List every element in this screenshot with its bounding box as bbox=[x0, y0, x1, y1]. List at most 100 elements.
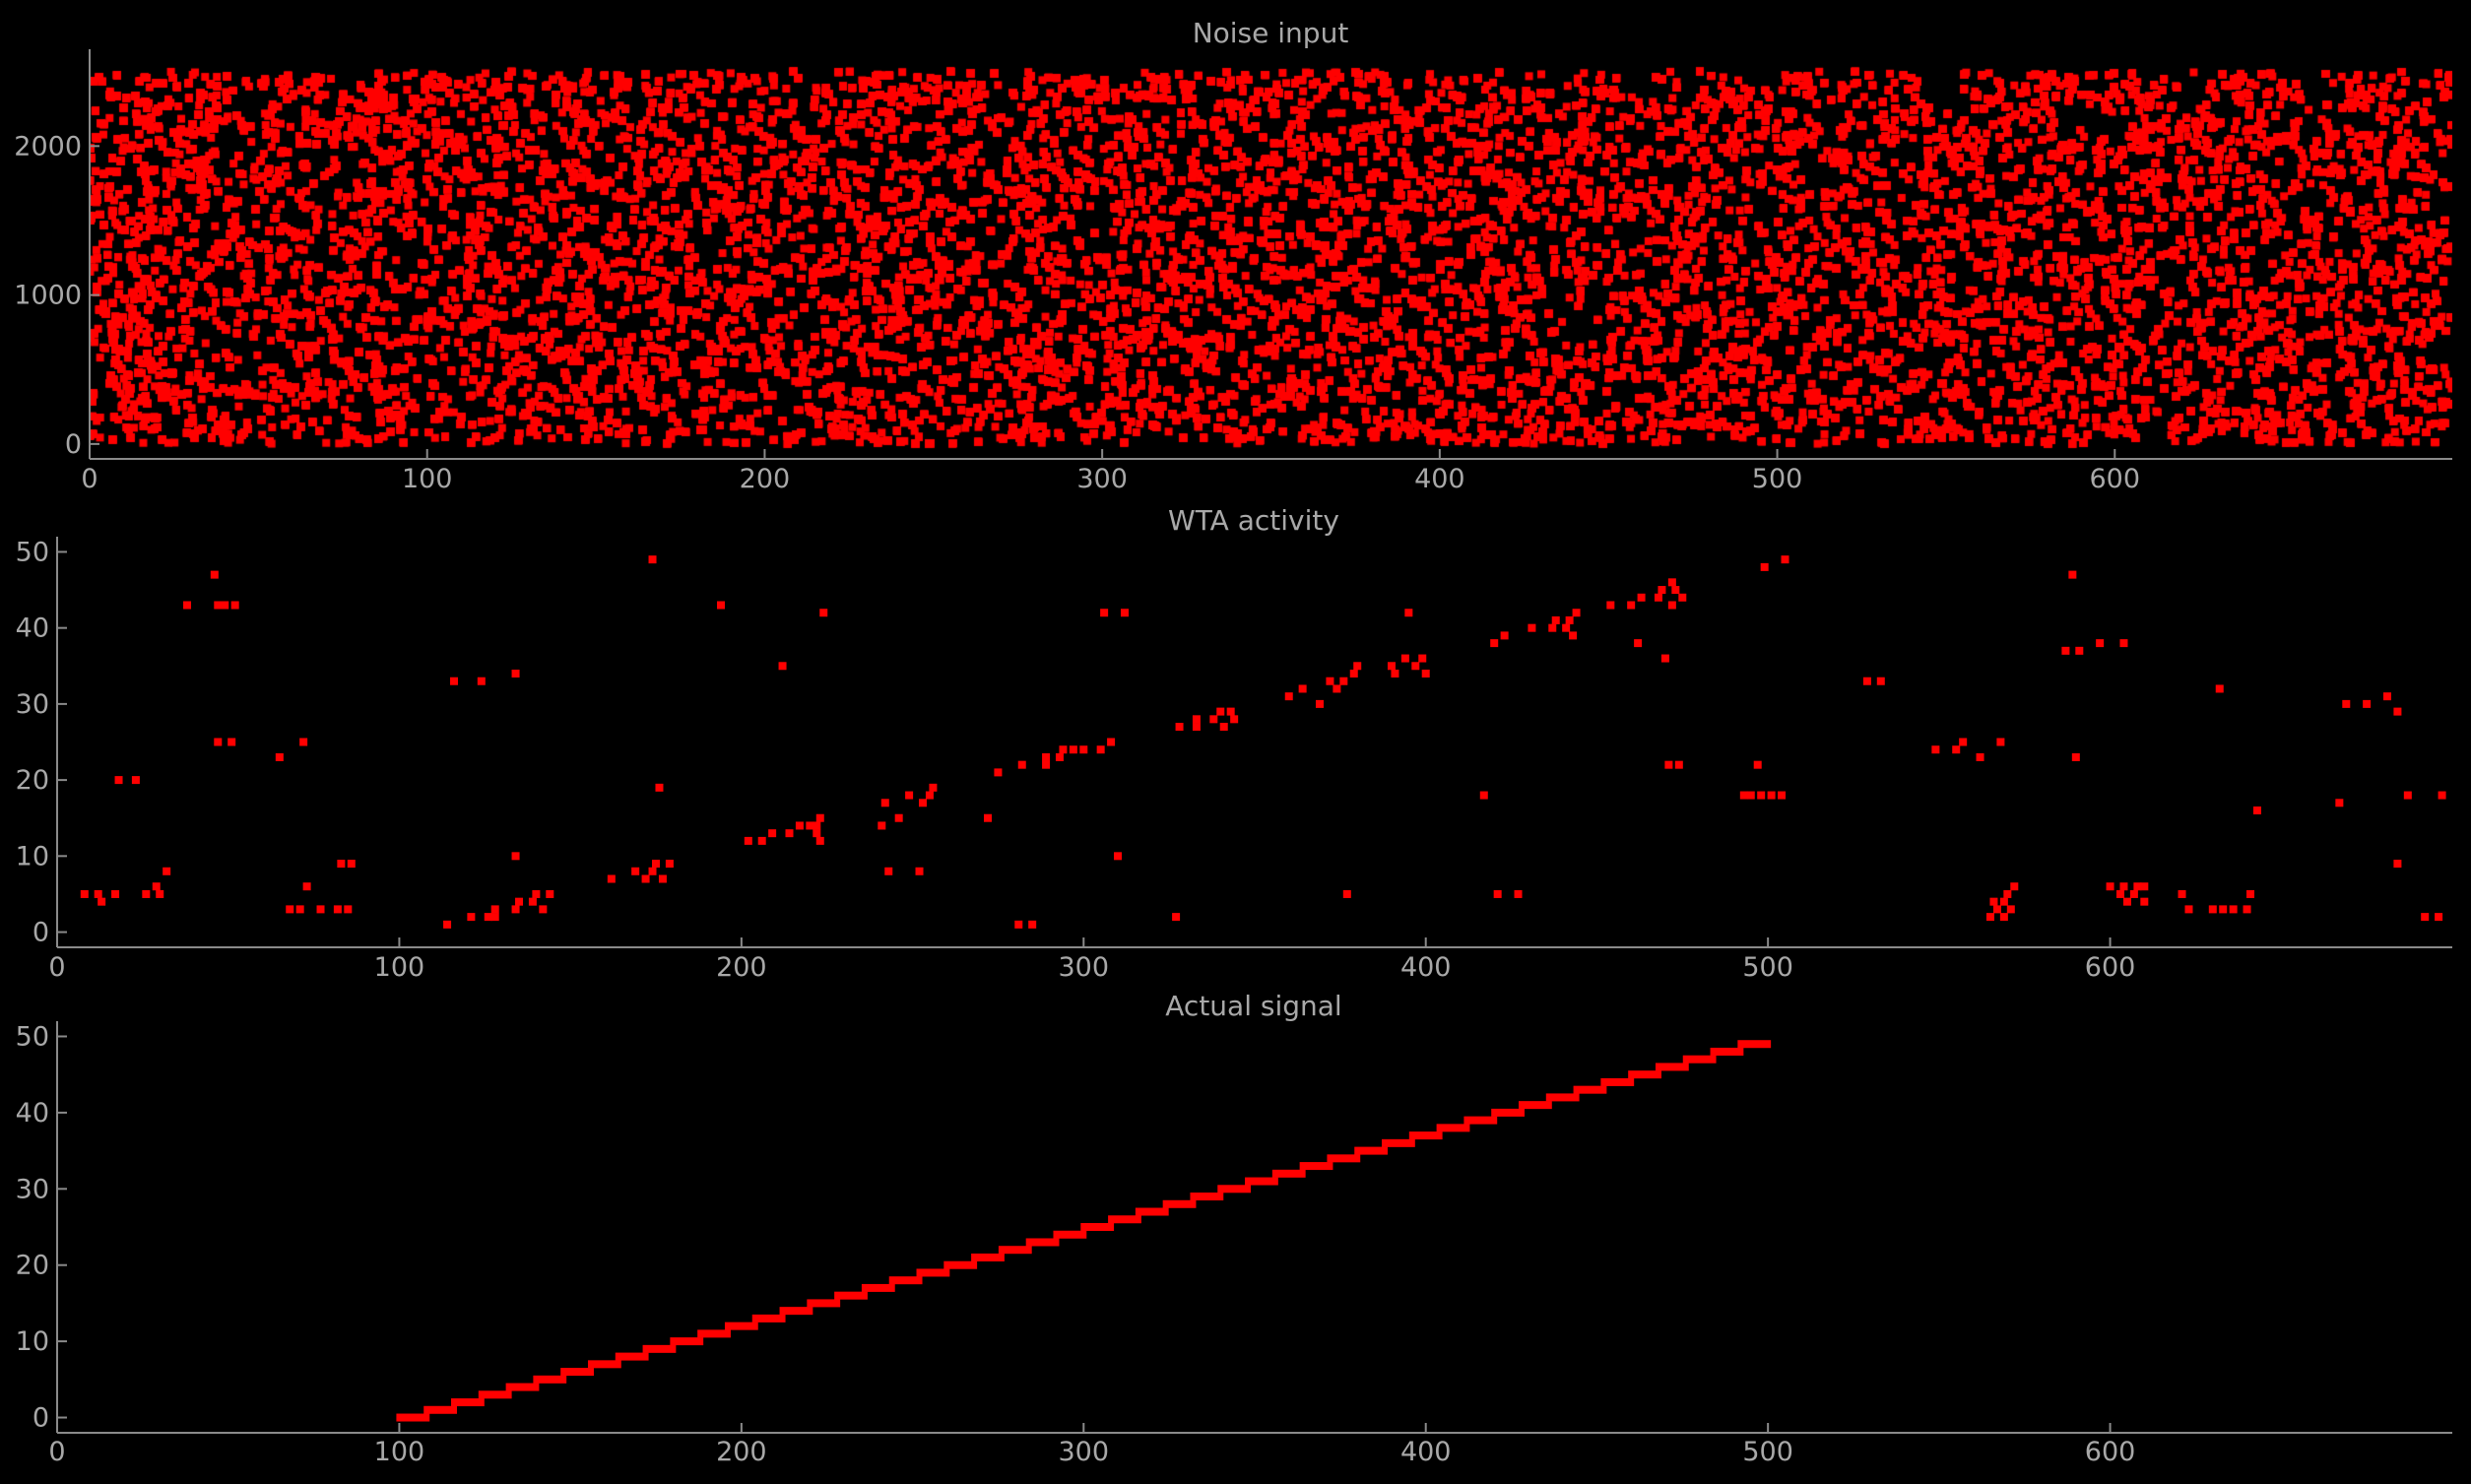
wta-spike bbox=[1862, 677, 1871, 685]
wta-spike bbox=[1999, 897, 2008, 906]
signal-segment bbox=[1354, 1146, 1389, 1155]
wta-spike bbox=[1996, 738, 2005, 746]
wta-spike bbox=[228, 738, 236, 746]
actual-signal-x-tick-label: 400 bbox=[1400, 1437, 1452, 1467]
wta-spike bbox=[1219, 723, 1228, 732]
wta-spike bbox=[2006, 905, 2015, 914]
wta-spike bbox=[2252, 807, 2261, 814]
signal-segment bbox=[916, 1268, 950, 1277]
wta-spike bbox=[1569, 631, 1578, 640]
wta-spike bbox=[1284, 692, 1293, 701]
wta-spike bbox=[131, 776, 140, 785]
signal-segment bbox=[1162, 1199, 1197, 1208]
wta-spike bbox=[1760, 562, 1769, 571]
wta-spike bbox=[1985, 913, 1994, 922]
wta-spike bbox=[1230, 715, 1239, 724]
signal-segment bbox=[670, 1337, 704, 1346]
wta-spike bbox=[98, 897, 106, 906]
wta-spike bbox=[1055, 752, 1064, 761]
wta-activity-y-tick-label: 30 bbox=[16, 689, 49, 720]
wta-spike bbox=[1226, 707, 1235, 716]
wta-spike bbox=[80, 889, 89, 898]
wta-spike bbox=[1876, 677, 1885, 685]
wta-spike bbox=[744, 836, 752, 845]
wta-spike bbox=[1342, 889, 1351, 898]
wta-spike bbox=[2219, 905, 2228, 914]
wta-spike bbox=[2140, 897, 2149, 906]
wta-spike bbox=[1678, 593, 1687, 602]
wta-spike bbox=[2403, 791, 2412, 800]
wta-spike bbox=[344, 905, 353, 914]
actual-signal-x-tick-label: 200 bbox=[716, 1437, 767, 1467]
actual-signal-x-tick-label: 300 bbox=[1059, 1437, 1110, 1467]
wta-spike bbox=[156, 889, 164, 898]
wta-activity-y-tick-label: 20 bbox=[16, 765, 49, 796]
wta-spike bbox=[815, 813, 824, 822]
wta-spike bbox=[1500, 631, 1509, 640]
wta-spike bbox=[337, 860, 346, 869]
signal-segment bbox=[1299, 1162, 1333, 1171]
signal-segment bbox=[834, 1291, 868, 1300]
wta-activity-y-tick-label: 0 bbox=[33, 918, 49, 948]
wta-spike bbox=[984, 813, 993, 822]
signal-segment bbox=[533, 1375, 567, 1384]
wta-spike bbox=[94, 889, 102, 898]
wta-spike bbox=[994, 768, 1003, 777]
actual-signal-y-tick-label: 10 bbox=[16, 1326, 49, 1357]
wta-spike bbox=[1014, 920, 1023, 929]
wta-spike bbox=[2119, 639, 2128, 648]
wta-spike bbox=[1387, 662, 1396, 671]
wta-spike bbox=[2075, 646, 2084, 655]
signal-segment bbox=[1327, 1154, 1361, 1163]
wta-activity-x-tick-label: 200 bbox=[716, 952, 767, 983]
signal-segment bbox=[587, 1360, 621, 1369]
wta-spike bbox=[1739, 791, 1748, 800]
signal-segment bbox=[1682, 1055, 1717, 1064]
wta-spike bbox=[1192, 723, 1201, 732]
wta-spike bbox=[1028, 920, 1037, 929]
actual-signal-points bbox=[396, 1040, 1772, 1422]
wta-spike bbox=[1107, 738, 1116, 746]
wta-spike bbox=[655, 783, 664, 792]
signal-segment bbox=[1463, 1116, 1498, 1125]
wta-spike bbox=[528, 897, 537, 906]
wta-spike bbox=[2096, 639, 2105, 648]
wta-spike bbox=[2342, 699, 2351, 708]
wta-spike bbox=[515, 897, 524, 906]
wta-activity-x-tick-label: 400 bbox=[1400, 952, 1452, 983]
wta-spike bbox=[333, 905, 342, 914]
wta-activity-points bbox=[80, 555, 2446, 929]
wta-spike bbox=[648, 555, 657, 564]
noise-input-y-tick-label: 0 bbox=[65, 429, 82, 460]
actual-signal-y-tick-label: 50 bbox=[16, 1021, 49, 1052]
wta-spike bbox=[2133, 882, 2142, 891]
signal-segment bbox=[1655, 1063, 1689, 1071]
wta-spike bbox=[717, 601, 726, 610]
wta-spike bbox=[490, 913, 499, 922]
wta-spike bbox=[1634, 639, 1643, 648]
noise-input-x-tick-label: 500 bbox=[1752, 464, 1803, 494]
wta-spike bbox=[2393, 860, 2402, 869]
wta-spike bbox=[1781, 555, 1789, 564]
noise-input-y-tick-label: 2000 bbox=[14, 131, 82, 161]
wta-spike bbox=[1316, 699, 1325, 708]
wta-activity-x-tick-label: 600 bbox=[2085, 952, 2136, 983]
signal-segment bbox=[697, 1329, 731, 1338]
wta-spike bbox=[1757, 791, 1766, 800]
wta-spike bbox=[477, 677, 486, 685]
wta-spike bbox=[806, 821, 814, 830]
wta-spike bbox=[299, 738, 308, 746]
wta-spike bbox=[757, 836, 766, 845]
wta-spike bbox=[183, 601, 192, 610]
signal-segment bbox=[423, 1405, 458, 1414]
wta-spike bbox=[2438, 791, 2446, 800]
actual-signal-y-tick-label: 20 bbox=[16, 1251, 49, 1281]
wta-spike bbox=[2363, 699, 2372, 708]
wta-spike bbox=[925, 791, 934, 800]
signal-segment bbox=[396, 1413, 430, 1422]
signal-segment bbox=[1408, 1131, 1443, 1140]
actual-signal-title: Actual signal bbox=[1165, 990, 1341, 1022]
wta-activity-x-tick-label: 300 bbox=[1059, 952, 1110, 983]
signal-segment bbox=[943, 1260, 978, 1269]
wta-spike bbox=[607, 874, 616, 883]
